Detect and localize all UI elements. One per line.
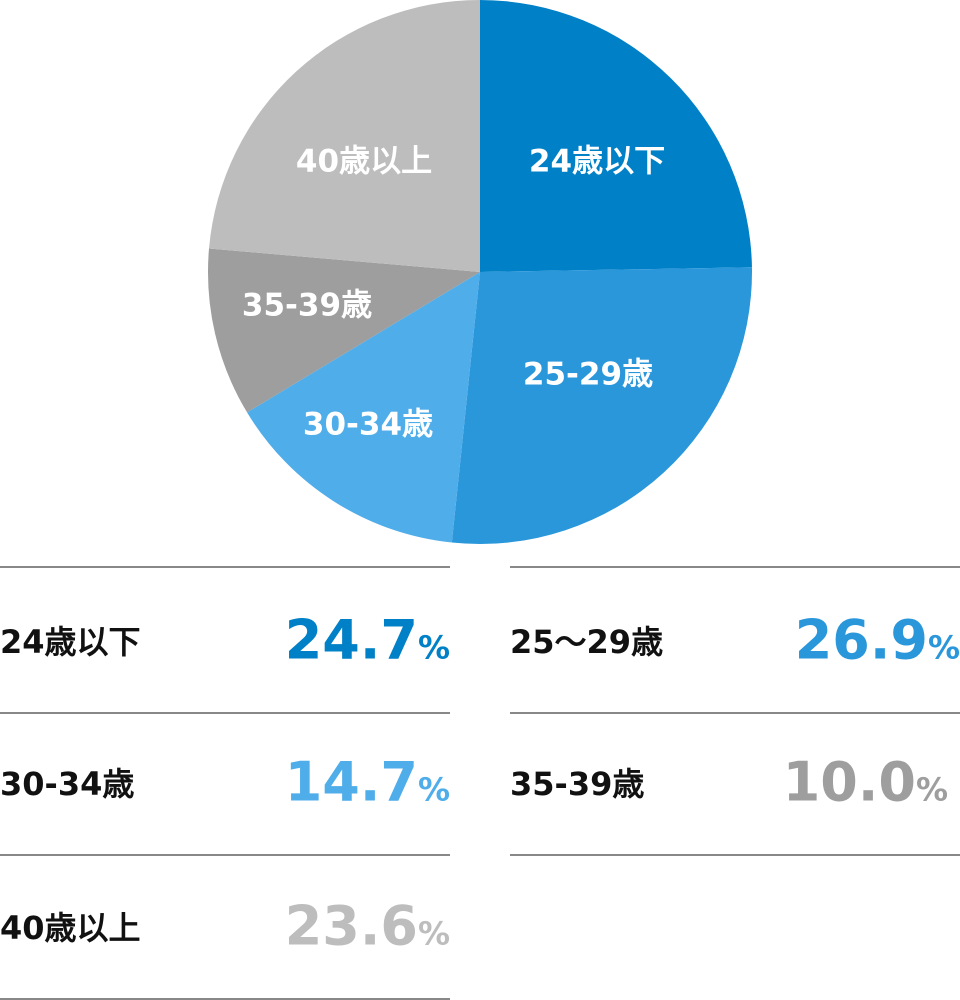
pie-slice-1 [451,267,752,544]
legend-value: 23.6% [284,894,450,958]
legend-value: 24.7% [284,608,450,672]
pie-slice-4 [209,0,481,272]
pie-label-30-34: 30-34歳 [302,406,434,443]
pie-label-40-over: 40歳以上 [295,143,433,180]
pie-label-24-under: 24歳以下 [528,143,666,180]
pie-slice-2 [247,272,480,543]
pie-chart [208,0,752,544]
legend-value: 10.0% [782,750,948,814]
legend-row-40-over: 40歳以上 23.6% [0,854,450,1000]
legend-label: 35-39歳 [510,765,645,803]
pie-slice-3 [208,248,481,413]
legend-label: 24歳以下 [0,623,141,661]
legend-label: 30-34歳 [0,765,135,803]
legend-row-24-under: 24歳以下 24.7% [0,566,450,714]
legend-row-25-29: 25〜29歳 26.9% [510,566,960,714]
legend-value: 26.9% [794,608,960,672]
legend-label: 40歳以上 [0,909,141,947]
pie-slice-0 [480,0,752,272]
legend-label: 25〜29歳 [510,623,664,661]
legend-row-30-34: 30-34歳 14.7% [0,710,450,856]
legend-value: 14.7% [284,750,450,814]
pie-label-35-39: 35-39歳 [241,287,373,324]
legend-row-35-39: 35-39歳 10.0% [510,710,960,856]
pie-label-25-29: 25-29歳 [522,356,654,393]
